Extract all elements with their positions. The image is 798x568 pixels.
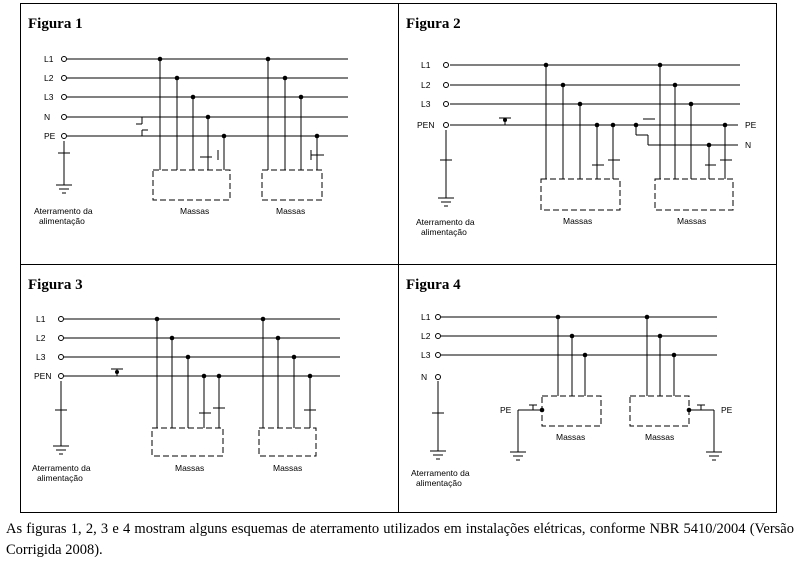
label-pen: PEN xyxy=(34,371,51,381)
mass-box xyxy=(151,427,224,457)
ground-label-line1: Aterramento da xyxy=(32,463,91,473)
mass-box xyxy=(261,169,323,201)
label-l2: L2 xyxy=(421,80,431,90)
mass-box xyxy=(258,427,317,457)
figure-1-title: Figura 1 xyxy=(28,16,83,32)
label-pen: PEN xyxy=(417,120,434,130)
grounding-diagrams-grid: Figura 1 xyxy=(20,3,777,513)
figure-3: Figura 3 xyxy=(28,277,340,483)
ground-label-line2: alimentação xyxy=(421,227,467,237)
mass-box xyxy=(629,395,690,427)
figure-3-title: Figura 3 xyxy=(28,277,83,293)
label-l1: L1 xyxy=(36,314,46,324)
label-pe: PE xyxy=(721,405,733,415)
ground-label-line2: alimentação xyxy=(37,473,83,483)
caption-text: As figuras 1, 2, 3 e 4 mostram alguns es… xyxy=(6,521,794,558)
mass-label: Massas xyxy=(180,206,209,216)
figure-4: Figura 4 xyxy=(406,277,733,488)
figure-2-title: Figura 2 xyxy=(406,16,461,32)
label-n: N xyxy=(44,112,50,122)
mass-label: Massas xyxy=(677,216,706,226)
mass-box xyxy=(541,395,602,427)
ground-label-line1: Aterramento da xyxy=(416,217,475,227)
label-n-out: N xyxy=(745,140,751,150)
mass-box xyxy=(540,178,621,211)
label-l1: L1 xyxy=(44,54,54,64)
label-l2: L2 xyxy=(44,73,54,83)
label-n: N xyxy=(421,372,427,382)
mass-label: Massas xyxy=(556,432,585,442)
ground-label-line2: alimentação xyxy=(416,478,462,488)
mass-label: Massas xyxy=(563,216,592,226)
figure-4-title: Figura 4 xyxy=(406,277,461,293)
mass-label: Massas xyxy=(273,463,302,473)
mass-label: Massas xyxy=(276,206,305,216)
label-pe-out: PE xyxy=(745,120,757,130)
mass-box xyxy=(654,178,734,211)
mass-label: Massas xyxy=(645,432,674,442)
mass-box xyxy=(152,169,231,201)
label-l3: L3 xyxy=(421,350,431,360)
label-l1: L1 xyxy=(421,312,431,322)
figure-1: Figura 1 xyxy=(28,16,348,226)
label-l3: L3 xyxy=(421,99,431,109)
label-l2: L2 xyxy=(421,331,431,341)
ground-label-line1: Aterramento da xyxy=(411,468,470,478)
label-l3: L3 xyxy=(44,92,54,102)
label-l3: L3 xyxy=(36,352,46,362)
mass-label: Massas xyxy=(175,463,204,473)
label-l2: L2 xyxy=(36,333,46,343)
figure-2: Figura 2 xyxy=(406,16,757,237)
ground-label-line2: alimentação xyxy=(39,216,85,226)
label-l1: L1 xyxy=(421,60,431,70)
ground-label-line1: Aterramento da xyxy=(34,206,93,216)
label-pe: PE xyxy=(44,131,56,141)
label-pe: PE xyxy=(500,405,512,415)
